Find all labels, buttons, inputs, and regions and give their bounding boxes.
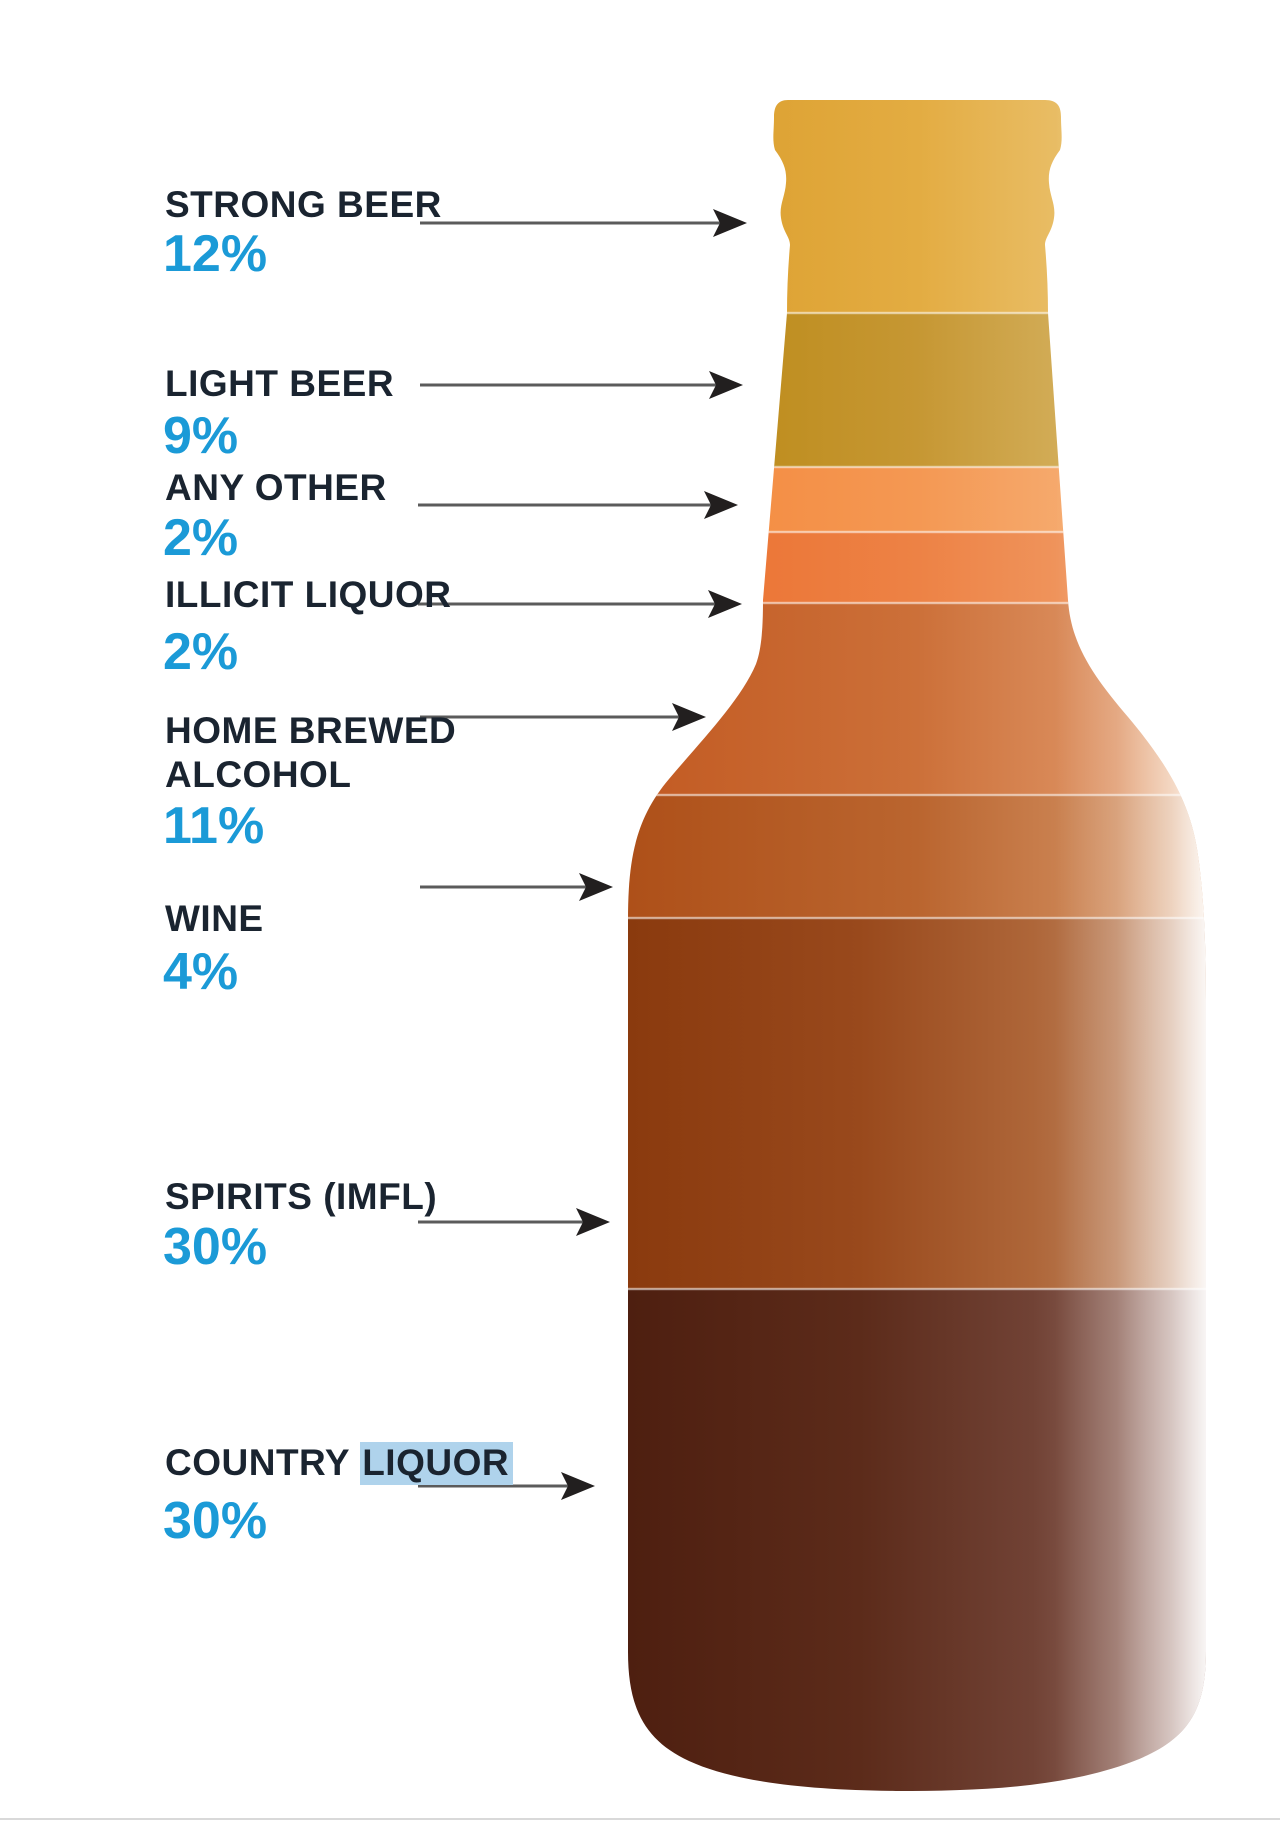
pct-strong-beer: 12%: [163, 225, 268, 283]
label-light-beer: LIGHT BEER: [165, 363, 395, 404]
label-liquor-word-highlighted: LIQUOR: [360, 1442, 514, 1485]
pct-spirits-imfl: 30%: [163, 1218, 268, 1276]
label-home-brewed-line2: ALCOHOL: [165, 753, 352, 795]
pct-home-brewed-alcohol: 11%: [163, 797, 265, 855]
pct-light-beer: 9%: [163, 407, 239, 465]
segment-illicit-liquor: [628, 532, 1206, 603]
segment-light-beer: [628, 313, 1206, 467]
label-wine: WINE: [165, 898, 264, 939]
label-home-brewed-alcohol: HOME BREWED ALCOHOL: [165, 709, 456, 796]
pct-any-other: 2%: [163, 509, 239, 567]
segment-strong-beer: [628, 100, 1206, 313]
arrow-illicit-liquor: [418, 590, 742, 618]
label-country-liquor: COUNTRY LIQUOR: [165, 1441, 514, 1485]
callout-arrows: [418, 209, 747, 1500]
arrow-spirits-imfl: [418, 1208, 610, 1236]
arrow-strong-beer: [420, 209, 747, 237]
arrow-wine: [420, 873, 613, 901]
arrow-any-other: [418, 491, 738, 519]
arrow-country-liquor: [418, 1472, 595, 1500]
segment-separator-lines: [628, 311, 1206, 1291]
arrow-light-beer: [420, 371, 743, 399]
bottle-right-highlight: [1000, 100, 1206, 1791]
label-home-brewed-line1: HOME BREWED: [165, 710, 457, 751]
label-country-word: COUNTRY: [165, 1442, 350, 1483]
label-strong-beer: STRONG BEER: [165, 184, 442, 225]
arrow-home-brewed-alcohol: [420, 703, 706, 731]
pct-wine: 4%: [163, 943, 239, 1001]
pct-illicit-liquor: 2%: [163, 623, 239, 681]
label-illicit-liquor: ILLICIT LIQUOR: [165, 574, 452, 615]
segment-any-other: [628, 467, 1206, 532]
page-bottom-divider: [0, 1818, 1280, 1820]
pct-country-liquor: 30%: [163, 1492, 268, 1550]
bottle-shape: [628, 100, 1206, 1791]
label-spirits-imfl: SPIRITS (IMFL): [165, 1176, 438, 1217]
label-any-other: ANY OTHER: [165, 467, 387, 508]
